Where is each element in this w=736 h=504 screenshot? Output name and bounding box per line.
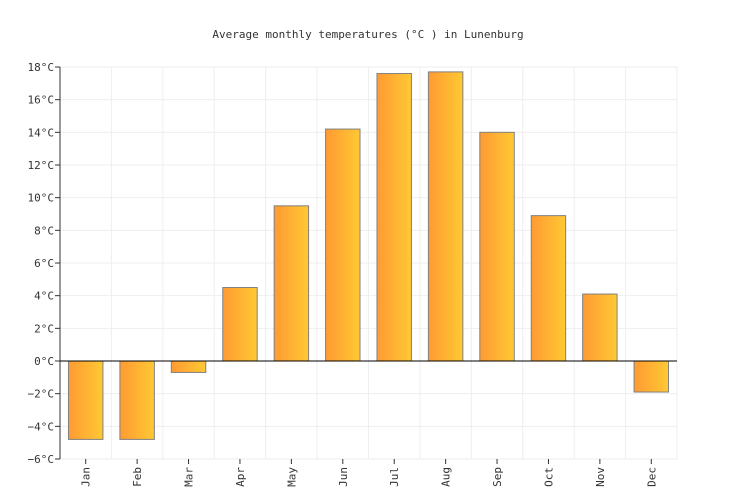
x-tick-label: Oct bbox=[542, 467, 555, 487]
bar-apr bbox=[222, 287, 258, 362]
y-tick-label: 0°C bbox=[34, 355, 54, 368]
x-tick-label: Dec bbox=[645, 467, 658, 487]
y-tick-label: 10°C bbox=[28, 192, 55, 205]
y-tick-label: 14°C bbox=[28, 126, 55, 139]
bar-may bbox=[273, 205, 310, 362]
bar-feb bbox=[119, 360, 155, 440]
y-tick-label: 6°C bbox=[34, 257, 54, 270]
y-tick-label: −4°C bbox=[28, 420, 55, 433]
x-tick-label: Apr bbox=[234, 467, 247, 487]
y-tick-label: 8°C bbox=[34, 224, 54, 237]
bar-jan bbox=[67, 360, 104, 440]
x-tick-label: Jun bbox=[337, 467, 350, 487]
x-tick-label: Nov bbox=[594, 467, 607, 487]
x-tick-label: Aug bbox=[440, 467, 453, 487]
chart-title: Average monthly temperatures (°C ) in Lu… bbox=[212, 28, 523, 41]
bar-mar bbox=[170, 360, 207, 373]
bar-jul bbox=[376, 73, 412, 362]
bar-aug bbox=[427, 71, 464, 362]
bar-nov bbox=[582, 293, 618, 362]
x-tick-label: Feb bbox=[131, 467, 144, 487]
bar-sep bbox=[479, 131, 515, 362]
bar-oct bbox=[530, 215, 567, 362]
y-tick-label: 12°C bbox=[28, 159, 55, 172]
x-tick-label: Mar bbox=[183, 467, 196, 487]
bar-dec bbox=[633, 360, 670, 393]
bar-jun bbox=[325, 128, 361, 362]
y-tick-label: 4°C bbox=[34, 290, 54, 303]
y-tick-label: −2°C bbox=[28, 388, 55, 401]
y-tick-label: 2°C bbox=[34, 322, 54, 335]
x-tick-label: Sep bbox=[491, 467, 504, 487]
x-tick-label: May bbox=[285, 467, 298, 487]
y-tick-label: 18°C bbox=[28, 61, 55, 74]
x-tick-label: Jul bbox=[388, 467, 401, 487]
y-tick-label: −6°C bbox=[28, 453, 55, 466]
x-tick-label: Jan bbox=[80, 467, 93, 487]
y-tick-label: 16°C bbox=[28, 94, 55, 107]
